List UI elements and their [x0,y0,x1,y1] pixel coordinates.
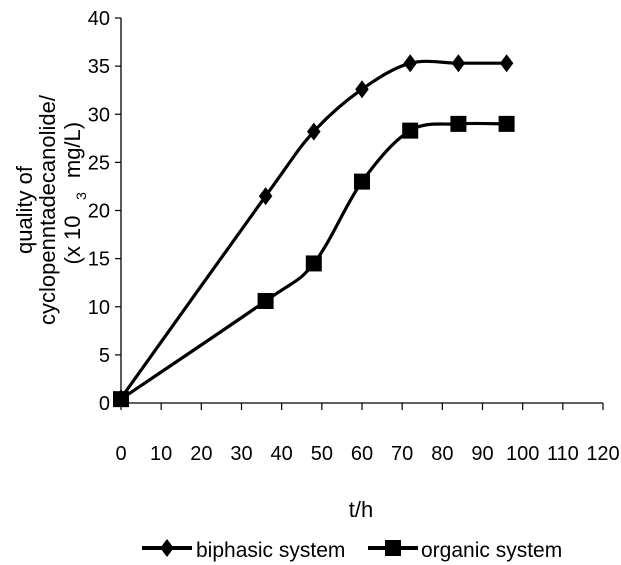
y-tick-label: 25 [88,152,110,174]
data-point-biphasic [451,54,466,73]
legend-item-organic: organic system [368,539,562,562]
y-tick-label: 0 [99,393,110,415]
x-tick-label: 100 [506,443,539,465]
x-tick-label: 70 [391,443,413,465]
x-tick-label: 120 [586,443,619,465]
legend-label: biphasic system [196,539,345,562]
data-point-biphasic [499,54,514,73]
x-tick-label: 90 [471,443,493,465]
data-point-biphasic [307,122,321,141]
x-tick-label: 0 [115,443,126,465]
data-point-biphasic [258,187,273,206]
y-tick-label: 35 [88,56,110,78]
x-tick-label: 30 [230,443,252,465]
data-point-biphasic [355,80,369,99]
y-tick-label: 15 [88,249,110,271]
data-point-organic [498,115,515,132]
data-point-organic [305,255,322,272]
legend-marker [385,540,401,556]
plot-area: 0 10 20 30 40 50 60 70 80 90 100 110 120 0 5 10 15 20 25 30… [88,8,620,465]
x-tick-label: 60 [351,443,373,465]
x-axis-title: t/h [349,497,373,522]
y-axis-title-line: (x 10 [60,216,85,265]
x-tick-label: 40 [271,443,293,465]
y-axis-title-line: 3 [73,192,89,200]
legend-item-biphasic: biphasic system [142,539,345,562]
x-tick-label: 20 [190,443,212,465]
y-axis-title-line: cyclopenntadecanolide/ [35,94,60,325]
y-tick-label: 30 [88,104,110,126]
data-point-organic [257,292,274,309]
data-point-organic [450,115,467,132]
legend-label: organic system [421,539,562,562]
x-tick-label: 50 [311,443,333,465]
y-tick-label: 10 [88,297,110,319]
x-tick-label: 80 [431,443,453,465]
data-point-organic [354,173,370,190]
data-point-organic [402,122,419,139]
series-line-biphasic [119,59,507,400]
y-axis-title: quality ofcyclopenntadecanolide/(x 10 3 mg… [12,94,89,325]
y-tick-label: 40 [88,8,110,30]
data-point-organic [113,391,129,408]
y-tick-label: 5 [99,345,110,367]
x-tick-label: 110 [547,443,579,465]
legend: biphasic system organic system [142,539,562,562]
y-axis-title-line: quality of [12,165,37,254]
y-axis-title-line: mg/L) [60,122,85,178]
data-point-biphasic [403,54,417,73]
y-axis-title-text: quality ofcyclopenntadecanolide/(x 10 3 mg… [12,94,89,325]
x-tick-label: 10 [150,443,172,465]
y-tick-label: 20 [88,201,110,223]
legend-marker [160,539,174,557]
